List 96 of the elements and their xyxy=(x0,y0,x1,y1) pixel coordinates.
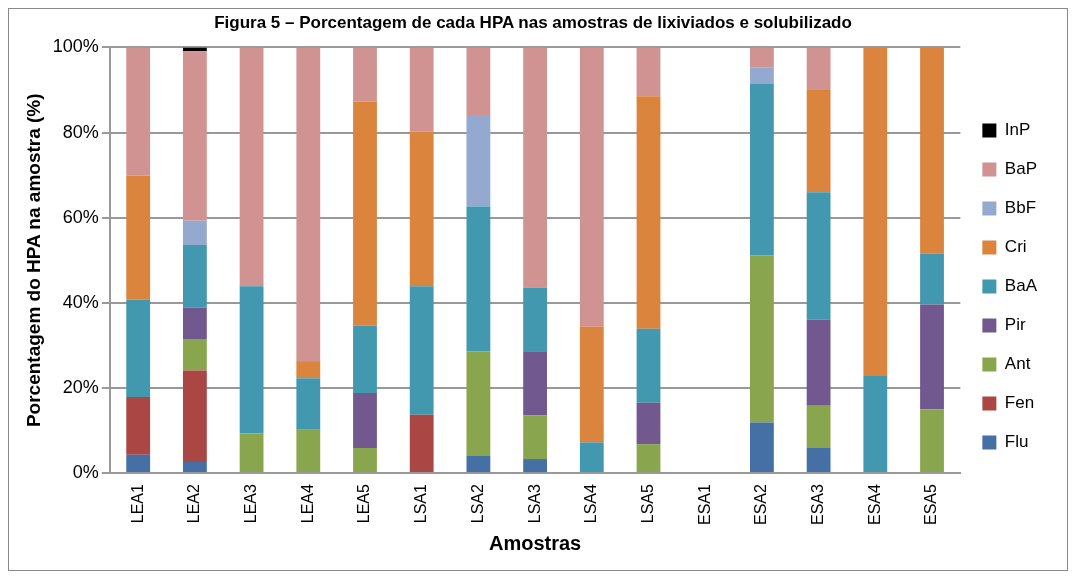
x-tick-label: LEA3 xyxy=(242,483,259,524)
bar xyxy=(806,405,831,448)
x-tick-label: LSA1 xyxy=(412,483,430,524)
bar xyxy=(806,192,831,320)
bar xyxy=(636,444,661,473)
x-tick-label: ESA3 xyxy=(809,483,827,526)
y-axis-title: Porcentagem do HPA na amostra (%) xyxy=(22,93,44,428)
x-tick-label: LSA3 xyxy=(525,483,543,524)
legend-label: BaA xyxy=(1004,276,1038,296)
bar xyxy=(353,447,377,473)
y-tick-label: 60% xyxy=(62,206,99,227)
bar xyxy=(239,47,264,287)
bar xyxy=(409,47,434,132)
bar xyxy=(636,402,661,445)
x-tick-label: LSA5 xyxy=(638,483,656,524)
bar xyxy=(806,47,831,90)
bar xyxy=(126,47,151,176)
bar xyxy=(750,255,774,423)
bar xyxy=(466,47,491,116)
bar xyxy=(182,307,207,339)
bar xyxy=(126,396,151,455)
legend-label: Cri xyxy=(1004,237,1027,257)
x-tick-label: ESA1 xyxy=(695,483,713,526)
legend-label: Ant xyxy=(1004,354,1031,374)
bar xyxy=(636,328,661,403)
bar xyxy=(182,370,207,463)
bar xyxy=(182,462,207,473)
bar xyxy=(126,299,151,397)
bar xyxy=(126,454,151,473)
bar xyxy=(466,115,491,207)
bar xyxy=(466,351,491,456)
y-tick-label: 0% xyxy=(72,462,99,483)
bar xyxy=(750,422,774,473)
x-axis-title: Amostras xyxy=(488,531,582,554)
bar xyxy=(863,47,888,377)
bar xyxy=(636,47,661,97)
x-tick-label: LEA4 xyxy=(298,483,316,524)
x-tick-label: ESA5 xyxy=(922,483,940,526)
bar xyxy=(920,47,944,254)
bar xyxy=(920,409,944,473)
bar xyxy=(750,47,774,68)
bar xyxy=(806,319,831,406)
bar xyxy=(239,286,264,434)
bar xyxy=(466,206,491,352)
bar xyxy=(806,447,831,473)
bar xyxy=(523,47,548,288)
bar xyxy=(182,220,207,245)
bar xyxy=(920,253,944,305)
bar xyxy=(636,96,661,329)
bar xyxy=(296,361,321,379)
bar xyxy=(126,175,151,300)
bar xyxy=(409,131,434,287)
bar xyxy=(863,376,888,473)
y-tick-label: 40% xyxy=(62,291,99,312)
legend-label: BaP xyxy=(1004,159,1038,179)
bar xyxy=(239,433,264,473)
bar xyxy=(523,459,548,473)
legend-label: Flu xyxy=(1004,432,1029,452)
bar xyxy=(182,244,207,308)
legend-label: Pir xyxy=(1004,315,1026,335)
bar xyxy=(579,47,604,327)
x-tick-label: LSA4 xyxy=(582,483,600,524)
bar xyxy=(806,89,831,193)
bar xyxy=(523,287,548,352)
bar xyxy=(523,415,548,460)
legend-label: InP xyxy=(1004,120,1031,140)
x-tick-label: LEA5 xyxy=(355,483,373,524)
bar xyxy=(920,304,944,410)
bar xyxy=(353,325,377,394)
bar xyxy=(523,351,548,416)
x-tick-label: ESA4 xyxy=(865,483,883,526)
bar xyxy=(750,67,774,84)
bar xyxy=(409,286,434,415)
bar xyxy=(579,442,604,473)
x-tick-label: LEA2 xyxy=(185,483,203,524)
bar xyxy=(750,83,774,256)
bar xyxy=(296,378,321,430)
bar xyxy=(296,47,321,362)
bar xyxy=(353,393,377,448)
legend-label: BbF xyxy=(1004,198,1037,218)
chart-title: Figura 5 – Porcentagem de cada HPA nas amostras de lixiviados e solubilizado xyxy=(214,12,852,32)
x-tick-label: LSA2 xyxy=(468,483,486,524)
y-tick-label: 80% xyxy=(62,121,99,142)
bar xyxy=(409,414,434,473)
bar xyxy=(353,101,377,326)
legend-label: Fen xyxy=(1004,393,1035,413)
bar xyxy=(296,429,321,473)
bar xyxy=(466,455,491,473)
bar xyxy=(579,326,604,443)
y-tick-label: 20% xyxy=(62,376,99,397)
y-tick-label: 100% xyxy=(52,36,99,57)
x-tick-label: LEA1 xyxy=(128,483,146,524)
bar xyxy=(182,51,207,221)
bar xyxy=(182,339,207,371)
bar xyxy=(353,47,377,102)
x-tick-label: ESA2 xyxy=(752,483,770,526)
